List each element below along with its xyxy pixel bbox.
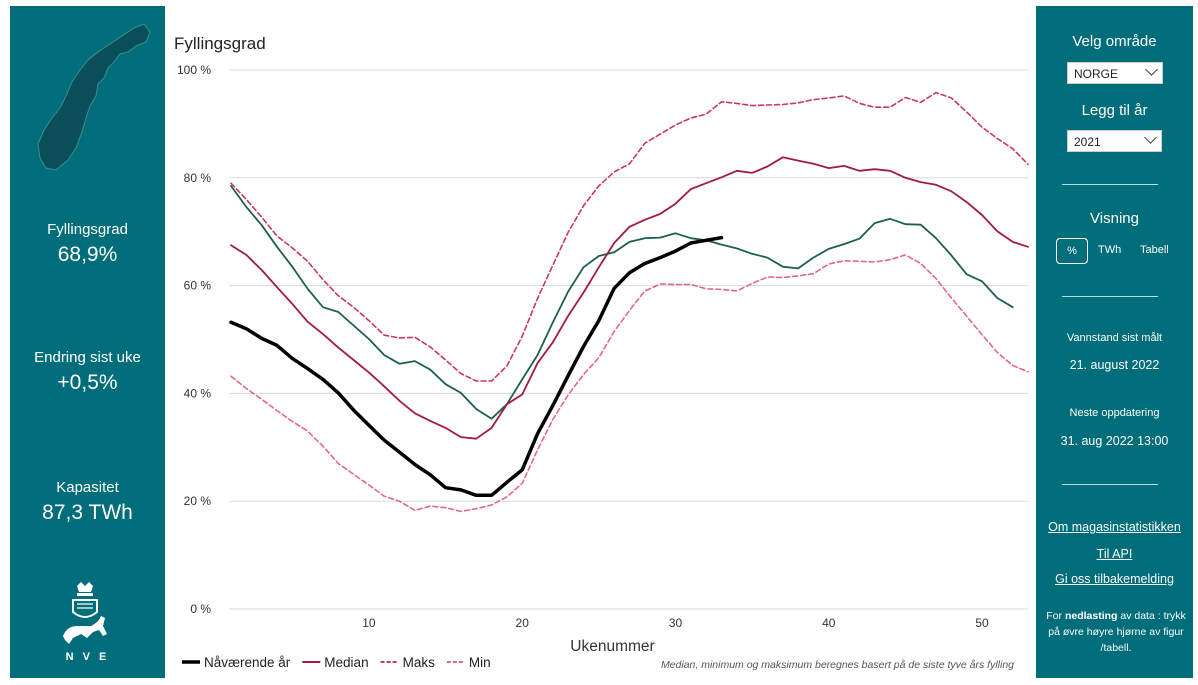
area-select[interactable]: NORGE	[1067, 62, 1163, 84]
legend-label: Median	[324, 655, 368, 670]
x-tick-label: 50	[975, 616, 989, 630]
x-tick-label: 40	[822, 616, 836, 630]
next-update-label: Neste oppdatering	[1069, 407, 1160, 419]
right-panel: Velg område NORGE Legg til år 2021 Visni…	[1036, 6, 1193, 678]
year-label: Legg til år	[1081, 102, 1148, 119]
y-tick-label: 100 %	[177, 63, 211, 77]
x-tick-label: 30	[669, 616, 683, 630]
note-rest: av data : trykk på øvre høyre hjørne av …	[1048, 610, 1186, 654]
legend-label: Min	[469, 655, 491, 670]
view-percent-button[interactable]: %	[1056, 238, 1088, 264]
y-tick-label: 0 %	[190, 602, 211, 616]
api-link[interactable]: Til API	[1096, 547, 1133, 561]
chevron-down-icon	[1145, 63, 1158, 76]
series-line-2021	[230, 184, 1014, 420]
area-label: Velg område	[1072, 33, 1157, 50]
y-tick-label: 20 %	[184, 494, 212, 508]
measured-value: 21. august 2022	[1069, 358, 1160, 372]
divider	[1062, 184, 1158, 185]
stat-weekly-change: Endring sist uke +0,5%	[10, 349, 165, 395]
stat-fill-level: Fyllingsgrad 68,9%	[10, 221, 165, 267]
legend-label: Nåværende år	[204, 655, 291, 670]
chart-title: Fyllingsgrad	[174, 34, 266, 53]
view-label: Visning	[1090, 210, 1139, 227]
area-select-value: NORGE	[1074, 67, 1119, 81]
series-line-maks	[230, 91, 1029, 382]
legend-label: Maks	[403, 655, 436, 670]
measured-label: Vannstand sist målt	[1066, 332, 1163, 344]
x-tick-label: 20	[516, 616, 530, 630]
nve-logo-text: N V E	[65, 651, 110, 663]
divider	[1062, 484, 1158, 485]
left-panel: Fyllingsgrad 68,9% Endring sist uke +0,5…	[10, 6, 165, 678]
stat-label: Fyllingsgrad	[47, 221, 128, 238]
y-tick-label: 80 %	[184, 171, 212, 185]
view-twh-button[interactable]: TWh	[1098, 244, 1122, 256]
stat-value: 87,3 TWh	[42, 501, 133, 524]
series-line-median	[230, 156, 1029, 440]
about-statistics-link[interactable]: Om magasinstatistikken	[1048, 520, 1181, 534]
chart-area: Fyllingsgrad 0 % 20 % 40 % 60 % 80 % 100 % 10 2…	[166, 6, 1034, 678]
stat-value: +0,5%	[57, 371, 118, 394]
year-select[interactable]: 2021	[1067, 130, 1162, 152]
series-line-n-v-rende-r	[229, 235, 724, 498]
chevron-down-icon	[1144, 131, 1157, 144]
feedback-link[interactable]: Gi oss tilbakemelding	[1055, 572, 1174, 586]
note-prefix: For	[1046, 610, 1065, 622]
norway-map-icon	[37, 23, 151, 171]
year-select-value: 2021	[1074, 135, 1101, 149]
nve-crest-icon	[63, 582, 107, 644]
divider	[1062, 296, 1158, 297]
download-note: For nedlasting av data : trykk på øvre h…	[1046, 608, 1186, 656]
line-chart[interactable]: 0 % 20 % 40 % 60 % 80 % 100 % 10 20 30 40 50 Ukenum…	[166, 6, 1034, 678]
stat-label: Endring sist uke	[34, 349, 141, 366]
note-bold: nedlasting	[1064, 610, 1118, 622]
x-axis-label: Ukenummer	[570, 638, 654, 655]
stat-capacity: Kapasitet 87,3 TWh	[10, 479, 165, 525]
y-tick-label: 60 %	[184, 279, 212, 293]
y-tick-label: 40 %	[184, 386, 212, 400]
series-line-min	[230, 254, 1029, 513]
chart-footnote: Median, minimum og maksimum beregnes bas…	[660, 659, 1014, 671]
next-update-value: 31. aug 2022 13:00	[1060, 434, 1169, 448]
stat-value: 68,9%	[57, 243, 118, 266]
stat-label: Kapasitet	[56, 479, 119, 496]
x-tick-label: 10	[362, 616, 376, 630]
view-table-button[interactable]: Tabell	[1140, 244, 1169, 256]
